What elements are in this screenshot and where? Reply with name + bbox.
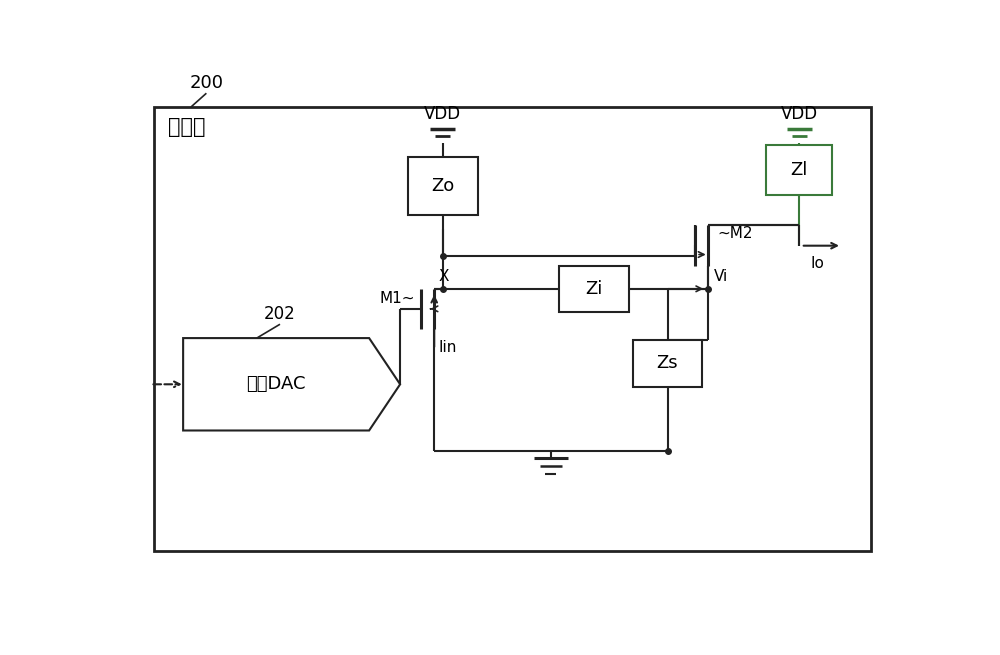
Bar (154, 107, 871, 551)
Text: Zs: Zs (657, 354, 678, 373)
Text: Zi: Zi (585, 280, 603, 298)
Polygon shape (183, 338, 400, 430)
Text: X: X (439, 269, 449, 284)
Text: 202: 202 (264, 305, 296, 323)
Text: Zo: Zo (431, 177, 454, 195)
Bar (408, 157, 478, 214)
Text: Zl: Zl (791, 161, 808, 179)
Text: VDD: VDD (424, 105, 461, 123)
Text: VDD: VDD (781, 105, 818, 123)
Text: 发射机: 发射机 (168, 117, 205, 137)
Text: Vi: Vi (714, 269, 728, 284)
Text: 单端DAC: 单端DAC (246, 375, 306, 393)
Bar (633, 340, 702, 387)
Text: Io: Io (811, 255, 825, 271)
Bar (766, 145, 832, 195)
Bar (559, 266, 629, 312)
Text: M1~: M1~ (379, 291, 415, 306)
Text: 200: 200 (189, 74, 223, 92)
Text: ~M2: ~M2 (717, 227, 753, 242)
Text: Iin: Iin (439, 340, 457, 354)
